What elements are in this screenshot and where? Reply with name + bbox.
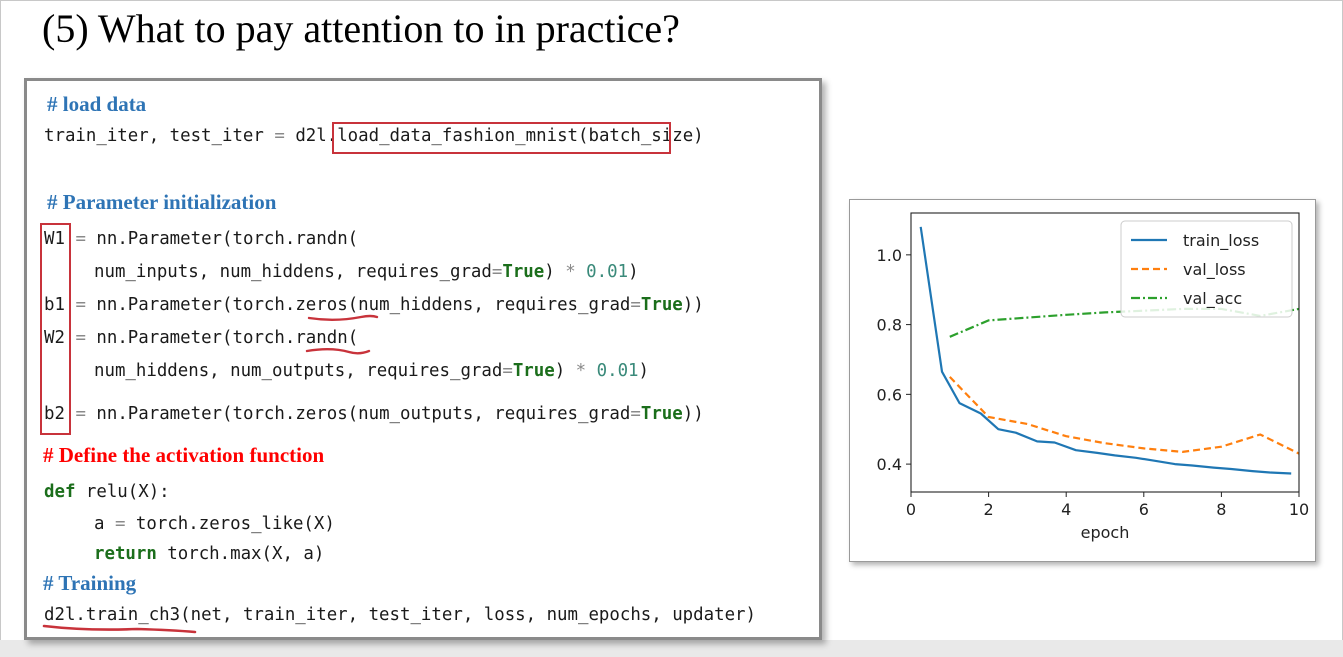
code-w2-num: 0.01	[596, 361, 639, 381]
code-b2-var: b2	[44, 404, 65, 424]
comment-load-data: # load data	[47, 92, 147, 116]
x-tick-label: 0	[906, 500, 916, 519]
code-w1-kw: True	[502, 262, 545, 282]
code-b1-eq: =	[75, 295, 86, 315]
code-w2-cont-pre: num_hiddens, num_outputs, requires_grad	[94, 361, 503, 381]
underline-zeros	[307, 314, 379, 321]
code-w1-var: W1	[44, 229, 65, 249]
code-relu-body2: torch.max(X, a)	[156, 544, 325, 564]
code-load-prefix: train_iter, test_iter	[44, 126, 275, 146]
code-line-w1: W1 = nn.Parameter(torch.randn(	[44, 228, 358, 250]
code-w2-post: (	[347, 328, 359, 348]
code-b1-post: (num_hiddens, requires_grad	[347, 295, 631, 315]
y-tick-label: 1.0	[877, 246, 902, 265]
code-b1-kw: True	[640, 295, 683, 315]
code-return-kw: return	[94, 544, 157, 564]
code-relu-eq: =	[114, 514, 126, 534]
code-w2-eq: =	[75, 328, 86, 348]
x-tick-label: 8	[1216, 500, 1226, 519]
highlight-box-load-func	[332, 122, 671, 154]
code-train-fn: d2l.train_ch3	[44, 605, 181, 625]
highlight-box-params	[40, 223, 71, 435]
legend-label-val_acc: val_acc	[1183, 289, 1242, 309]
training-curves-chart: 0 2 4 6 8 10 0.4 0.6 0.8 1.0 epoch train_loss val_lo…	[877, 212, 1309, 542]
code-line-w2-cont: num_hiddens, num_outputs, requires_grad=…	[94, 361, 650, 381]
code-line-b1: b1 = nn.Parameter(torch.zeros(num_hidden…	[44, 295, 704, 315]
code-b1-pre: nn.Parameter(torch.	[85, 295, 296, 315]
comment-param-init: # Parameter initialization	[47, 190, 277, 214]
code-w1-rest: nn.Parameter(torch.randn(	[85, 229, 359, 249]
code-b2-close: ))	[682, 404, 704, 424]
code-relu-sig: relu(X):	[75, 482, 170, 502]
code-line-w1-cont: num_inputs, num_hiddens, requires_grad=T…	[94, 262, 639, 282]
code-load-func: d2l.load_data_fashion_mnist	[295, 126, 579, 146]
code-train-args: (net, train_iter, test_iter, loss, num_e…	[180, 605, 756, 625]
code-line-load: train_iter, test_iter = d2l.load_data_fa…	[44, 125, 704, 147]
code-b1-close: ))	[682, 295, 704, 315]
code-w2-fn: randn	[295, 328, 348, 348]
legend-label-train_loss: train_loss	[1183, 231, 1259, 251]
code-w1-eq: =	[75, 229, 86, 249]
code-line-relu-body1: a = torch.zeros_like(X)	[94, 513, 335, 535]
code-w2-var: W2	[44, 328, 65, 348]
code-line-b2: b2 = nn.Parameter(torch.zeros(num_output…	[44, 404, 704, 424]
series-line-train_loss	[919, 226, 1292, 475]
y-tick-label: 0.6	[877, 385, 902, 404]
code-line-relu-body2: return torch.max(X, a)	[94, 543, 324, 565]
code-line-w2: W2 = nn.Parameter(torch.randn(	[44, 327, 358, 349]
underline-train-ch3	[42, 624, 197, 634]
plot-frame	[910, 212, 1300, 493]
code-b1-var: b1	[44, 295, 65, 315]
y-tick-label: 0.4	[877, 455, 902, 474]
code-w2-times: *	[575, 361, 587, 381]
code-b2-rest: nn.Parameter(torch.zeros(num_outputs, re…	[85, 404, 631, 424]
code-b2-eq: =	[75, 404, 86, 424]
code-panel: # load data train_iter, test_iter = d2l.…	[24, 78, 822, 640]
code-line-def-relu: def relu(X):	[44, 481, 170, 503]
code-w2-close: )	[638, 361, 650, 381]
code-w2-kw: True	[512, 361, 555, 381]
y-tick-label: 0.8	[877, 316, 902, 335]
comment-training: # Training	[43, 571, 137, 595]
code-w1-cont-pre: num_inputs, num_hiddens, requires_grad	[94, 262, 492, 282]
legend-box	[1120, 220, 1293, 318]
code-w1-close: )	[628, 262, 639, 282]
code-w1-num: 0.01	[586, 262, 629, 282]
code-def-kw: def	[44, 482, 76, 502]
code-relu-body1-pre: a	[94, 514, 115, 534]
code-load-args: (batch_size)	[578, 126, 704, 146]
comment-activation: # Define the activation function	[43, 443, 325, 467]
code-w2-pre: nn.Parameter(torch.	[85, 328, 296, 348]
code-relu-body1-post: torch.zeros_like(X)	[125, 514, 335, 534]
chart-panel: 0 2 4 6 8 10 0.4 0.6 0.8 1.0 epoch train_loss val_lo…	[849, 199, 1316, 562]
x-tick-label: 4	[1061, 500, 1071, 519]
legend-label-val_loss: val_loss	[1183, 260, 1246, 280]
code-w1-times: *	[565, 262, 576, 282]
x-tick-label: 2	[984, 500, 994, 519]
slide-title: (5) What to pay attention to in practice…	[42, 6, 680, 51]
underline-marks	[42, 314, 379, 634]
code-line-train: d2l.train_ch3(net, train_iter, test_iter…	[44, 604, 756, 626]
code-b1-fn: zeros	[295, 295, 348, 315]
x-tick-label: 10	[1289, 500, 1309, 519]
underline-randn	[305, 348, 371, 355]
x-axis-label: epoch	[1081, 523, 1130, 542]
x-tick-label: 6	[1139, 500, 1149, 519]
bottom-strip	[0, 640, 1343, 657]
code-load-eq: =	[274, 126, 285, 146]
series-line-val_loss	[949, 376, 1300, 455]
code-b2-kw: True	[640, 404, 683, 424]
